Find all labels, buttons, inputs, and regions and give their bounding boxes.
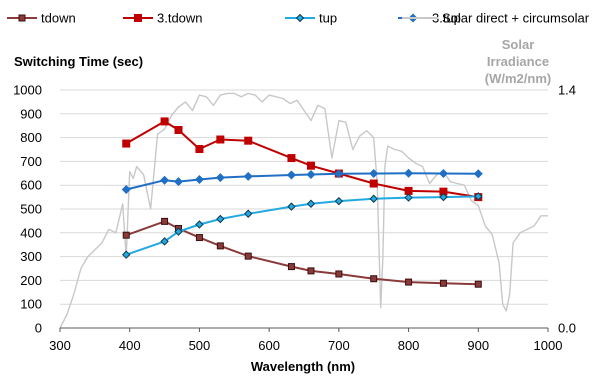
data-point [244,252,252,260]
data-point [195,220,204,229]
data-point [174,125,183,134]
legend-label: 3.tup [432,11,461,26]
data-point [404,193,413,202]
data-point [334,169,344,179]
tick-labels: 0 100 200 300 400 500 600 700 800 900 1000 300 400 50… [13,83,576,354]
data-point [243,171,253,181]
data-point [244,209,253,218]
data-point [174,177,184,187]
data-point [287,154,296,163]
y-tick-label: 900 [20,106,42,121]
x-tick-label: 900 [467,338,489,353]
data-point [216,214,225,224]
y2-axis-title-line1: Solar [502,37,535,52]
data-point [121,184,131,194]
x-tick-label: 400 [119,338,141,353]
data-point [195,145,204,154]
data-point [473,169,483,179]
data-point [216,135,225,144]
y2-tick-label: 1.4 [558,83,576,98]
legend-marker [18,14,26,22]
data-point [335,270,343,278]
y-tick-label: 300 [20,249,42,264]
solar-irradiance-line [59,92,548,329]
data-point [215,173,225,183]
legend-marker [295,13,305,23]
y2-tick-label: 0.0 [558,321,576,336]
data-point [160,175,170,185]
data-point [438,169,448,179]
data-point [161,217,169,225]
data-point [287,202,296,211]
axes [59,327,549,332]
data-point [404,186,413,195]
y-tick-label: 800 [20,130,42,145]
data-point [307,267,315,275]
data-point [370,275,378,283]
data-point [369,194,378,203]
x-tick-label: 500 [189,338,211,353]
data-point [160,237,169,246]
data-point [244,136,253,145]
data-point [369,179,378,188]
legend-label: tup [319,11,337,26]
data-point [122,231,130,239]
x-tick-label: 1000 [534,338,563,353]
legend-label: Solar direct + circumsolar [442,11,590,26]
legend-label: tdown [41,11,76,26]
solar-irradiance-series [59,92,548,329]
data-series [121,117,483,288]
data-point [404,168,414,178]
y-tick-label: 1000 [13,83,42,98]
y-tick-label: 400 [20,225,42,240]
y2-axis-title-line2: Irradiance [487,54,549,69]
y-tick-label: 700 [20,154,42,169]
x-tick-label: 700 [328,338,350,353]
y-tick-label: 200 [20,273,42,288]
x-tick-label: 300 [49,338,71,353]
data-point [439,279,447,287]
data-point [216,242,224,250]
y2-axis-title-line3: (W/m2/nm) [485,71,551,86]
y-axis-title: Switching Time (sec) [14,54,143,69]
data-point [160,117,169,126]
data-point [174,227,183,236]
data-point [474,192,483,201]
data-point [306,161,315,170]
x-axis-title: Wavelength (nm) [251,359,355,374]
legend-marker [134,14,142,22]
data-point [194,174,204,184]
y-tick-label: 500 [20,202,42,217]
data-point [405,278,413,286]
data-point [287,263,295,271]
legend-label: 3.tdown [157,11,203,26]
data-point [306,169,316,179]
data-point [474,280,482,288]
data-point [334,196,344,206]
x-tick-label: 600 [258,338,280,353]
data-point [122,250,131,259]
data-point [195,234,203,242]
data-point [369,169,379,179]
data-point [439,192,448,202]
data-point [439,187,448,196]
y-tick-label: 600 [20,178,42,193]
data-point [122,139,131,148]
data-point [306,199,316,208]
data-point [286,170,296,180]
y-tick-label: 100 [20,297,42,312]
y-tick-label: 0 [35,321,42,336]
x-tick-label: 800 [398,338,420,353]
